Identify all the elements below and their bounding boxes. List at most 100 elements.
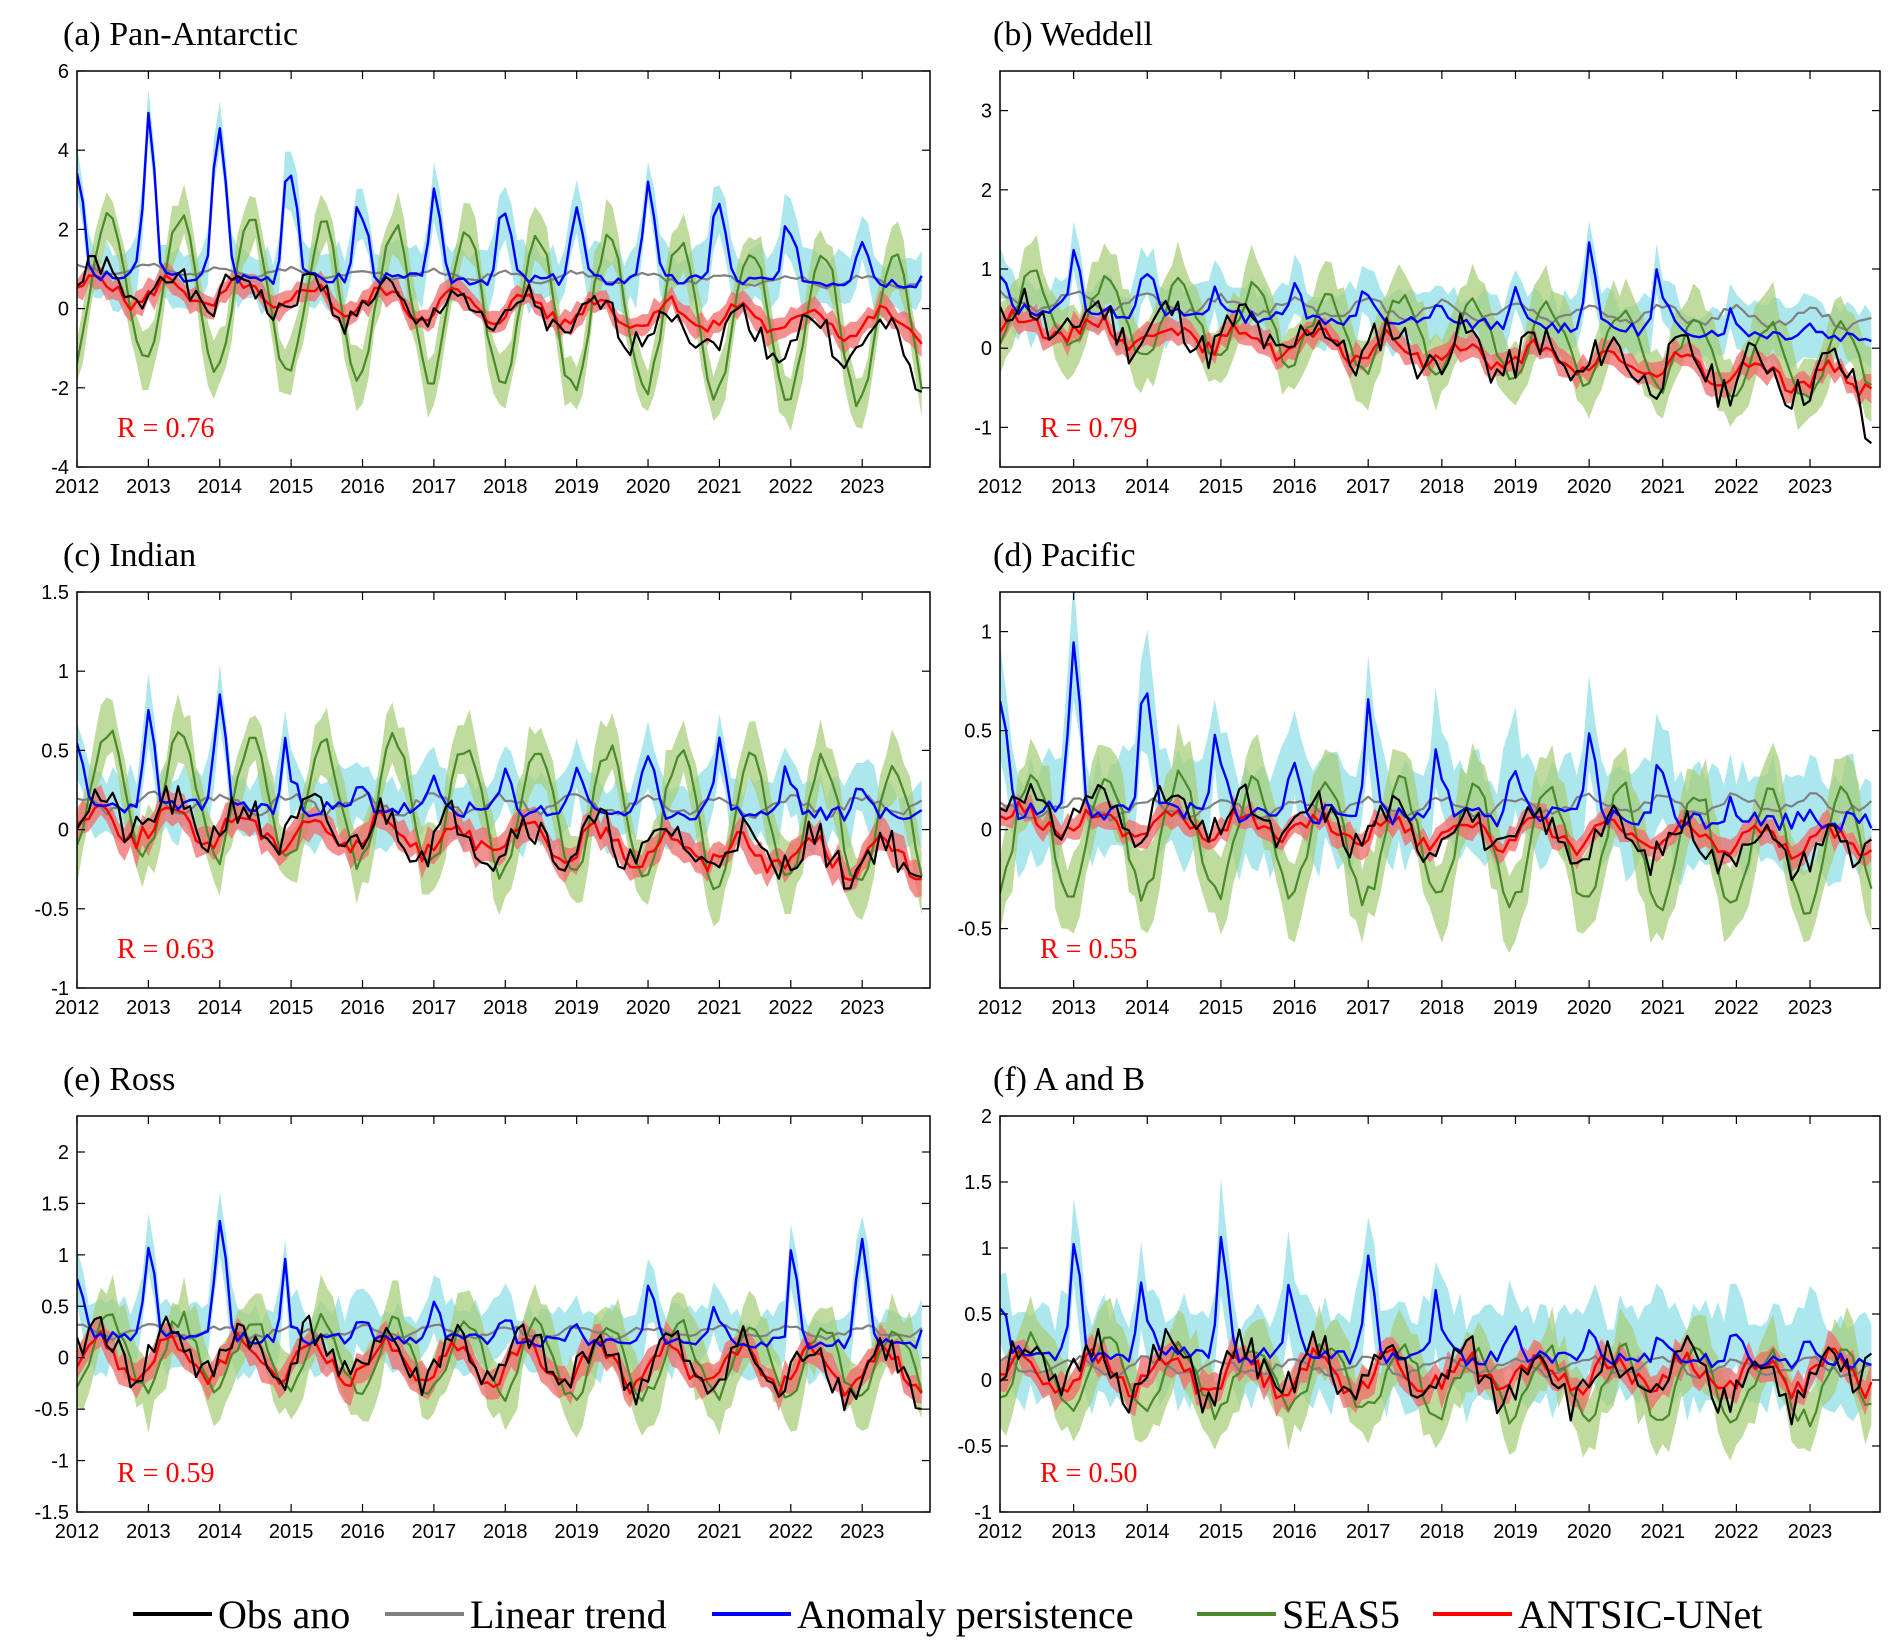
xtick-label-c-8: 2020 <box>626 997 671 1019</box>
xtick-label-a-6: 2018 <box>483 476 528 498</box>
xtick-label-d-5: 2017 <box>1346 997 1391 1019</box>
xtick-label-d-7: 2019 <box>1493 997 1538 1019</box>
ytick-label-f-5: 1.5 <box>964 1172 992 1194</box>
xtick-label-e-8: 2020 <box>626 1521 671 1543</box>
obs-line-f <box>1000 1328 1873 1426</box>
xtick-label-e-5: 2017 <box>412 1521 457 1543</box>
obs-line-e <box>77 1314 922 1412</box>
xtick-label-a-11: 2023 <box>840 476 885 498</box>
xtick-label-a-8: 2020 <box>626 476 671 498</box>
obs-line-b <box>1000 287 1873 445</box>
panel-f: -1 -0.5 0 0.5 1 1.5 2 2012 2013 2014 2015 2016 2017 2… <box>958 1106 1881 1543</box>
panel-title-e: (e) Ross <box>63 1061 175 1098</box>
xtick-label-c-3: 2015 <box>269 997 314 1019</box>
persistence-line-f <box>1000 1235 1872 1370</box>
xtick-label-c-10: 2022 <box>769 997 814 1019</box>
xtick-label-b-9: 2021 <box>1641 476 1686 498</box>
xtick-label-d-4: 2016 <box>1272 997 1317 1019</box>
ytick-label-a-5: 6 <box>58 61 69 83</box>
xtick-label-a-3: 2015 <box>269 476 314 498</box>
xtick-label-d-6: 2018 <box>1420 997 1465 1019</box>
ytick-label-f-3: 0.5 <box>964 1304 992 1326</box>
xtick-label-c-5: 2017 <box>412 997 457 1019</box>
xtick-label-c-4: 2016 <box>340 997 385 1019</box>
legend-label-trend: Linear trend <box>470 1592 667 1637</box>
plot-area-f <box>1000 1178 1873 1461</box>
ytick-label-e-7: 2 <box>58 1142 69 1164</box>
ytick-label-d-2: 0.5 <box>964 721 992 743</box>
xtick-label-f-5: 2017 <box>1346 1521 1391 1543</box>
antsic-line-f <box>1000 1347 1873 1401</box>
obs-line-d <box>1000 782 1873 882</box>
plot-area-d <box>1000 592 1873 953</box>
ytick-label-c-3: 0.5 <box>41 740 69 762</box>
xtick-label-e-1: 2013 <box>126 1521 171 1543</box>
obs-line-a <box>77 254 923 393</box>
ytick-label-c-4: 1 <box>58 661 69 683</box>
xtick-label-f-6: 2018 <box>1420 1521 1465 1543</box>
xtick-label-c-2: 2014 <box>198 997 243 1019</box>
ytick-label-d-1: 0 <box>981 820 992 842</box>
xtick-label-e-10: 2022 <box>769 1521 814 1543</box>
xtick-label-f-3: 2015 <box>1199 1521 1244 1543</box>
xtick-label-a-2: 2014 <box>198 476 243 498</box>
xtick-label-c-0: 2012 <box>55 997 100 1019</box>
ytick-label-f-1: -0.5 <box>958 1436 992 1458</box>
axes-box-b <box>999 70 1881 468</box>
axes-box-e <box>76 1115 931 1513</box>
ytick-label-e-2: -0.5 <box>35 1399 69 1421</box>
xtick-label-b-10: 2022 <box>1714 476 1759 498</box>
ytick-label-c-5: 1.5 <box>41 582 69 604</box>
antsic-band-a <box>77 261 922 358</box>
ytick-label-a-4: 4 <box>58 140 69 162</box>
plot-area-c <box>77 664 923 927</box>
xtick-label-c-7: 2019 <box>554 997 599 1019</box>
xtick-label-a-5: 2017 <box>412 476 457 498</box>
persistence-band-a <box>77 88 922 323</box>
persistence-band-d <box>1000 592 1872 888</box>
panel-a: -4 -2 0 2 4 6 2012 2013 2014 2015 2016 2017 2018 2019… <box>51 61 931 498</box>
xtick-label-d-10: 2022 <box>1714 997 1759 1019</box>
antsic-line-c <box>77 803 922 882</box>
xtick-label-d-9: 2021 <box>1641 997 1686 1019</box>
plot-area-e <box>77 1192 923 1438</box>
trend-line-f <box>1000 1354 1872 1380</box>
ytick-label-f-2: 0 <box>981 1370 992 1392</box>
persistence-band-f <box>1000 1178 1872 1423</box>
r-value-f: R = 0.50 <box>1040 1458 1137 1489</box>
xtick-label-f-8: 2020 <box>1567 1521 1612 1543</box>
xtick-label-b-8: 2020 <box>1567 476 1612 498</box>
panel-title-a: (a) Pan-Antarctic <box>63 16 298 53</box>
obs-line-c <box>77 785 922 890</box>
xtick-label-b-6: 2018 <box>1420 476 1465 498</box>
seas5-line-a <box>77 211 923 408</box>
xtick-label-a-4: 2016 <box>340 476 385 498</box>
trend-line-e <box>77 1323 923 1341</box>
persistence-line-b <box>1000 241 1872 343</box>
persistence-line-c <box>77 693 923 822</box>
panel-e: -1.5 -1 -0.5 0 0.5 1 1.5 2 2012 2013 2014 2015 2016 2… <box>35 1115 931 1543</box>
xtick-label-e-9: 2021 <box>697 1521 742 1543</box>
trend-line-d <box>1000 792 1873 822</box>
xtick-label-e-0: 2012 <box>55 1521 100 1543</box>
xtick-label-f-1: 2013 <box>1051 1521 1096 1543</box>
ytick-label-f-4: 1 <box>981 1238 992 1260</box>
ytick-label-d-0: -0.5 <box>958 919 992 941</box>
plot-area-a <box>77 88 923 432</box>
r-value-a: R = 0.76 <box>117 413 214 444</box>
xtick-label-b-11: 2023 <box>1788 476 1833 498</box>
xtick-label-a-0: 2012 <box>55 476 100 498</box>
xtick-label-c-6: 2018 <box>483 997 528 1019</box>
seas5-band-e <box>77 1274 922 1438</box>
legend-label-antsic: ANTSIC-UNet <box>1518 1592 1762 1637</box>
ytick-label-e-3: 0 <box>58 1348 69 1370</box>
r-value-b: R = 0.79 <box>1040 413 1137 444</box>
xtick-label-f-9: 2021 <box>1641 1521 1686 1543</box>
xtick-label-e-4: 2016 <box>340 1521 385 1543</box>
ytick-label-e-1: -1 <box>51 1451 69 1473</box>
antsic-band-c <box>77 784 922 898</box>
ytick-label-c-2: 0 <box>58 820 69 842</box>
ytick-label-b-2: 1 <box>981 259 992 281</box>
persistence-line-d <box>1000 641 1873 832</box>
